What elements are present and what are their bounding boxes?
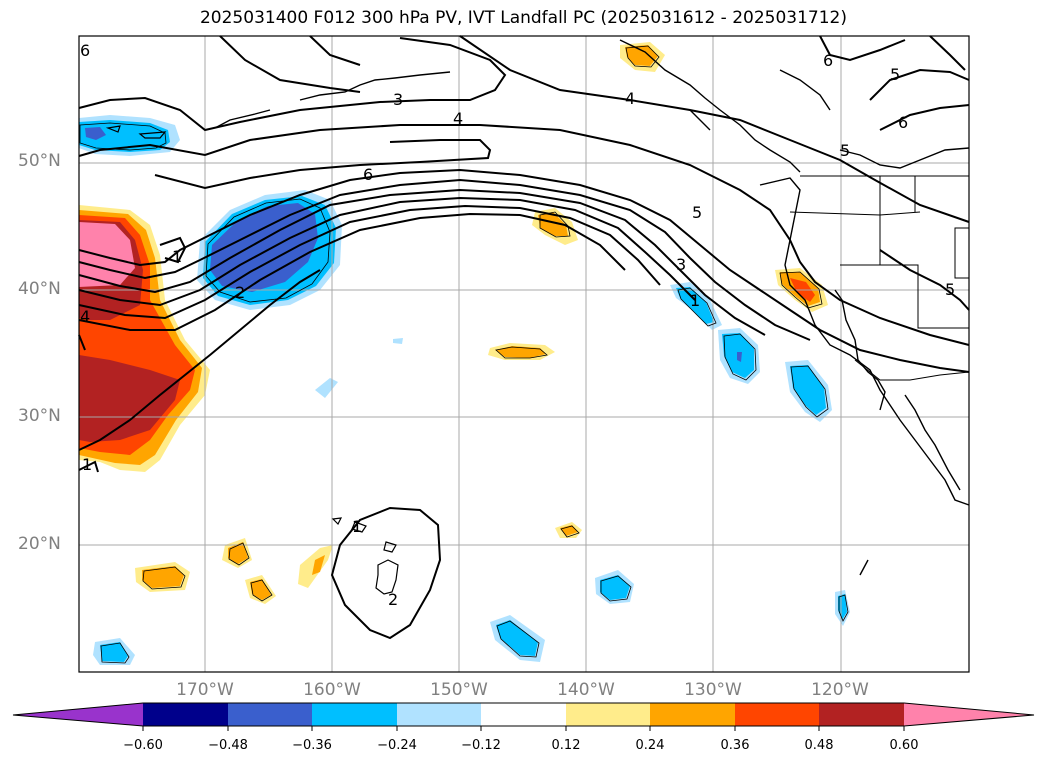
contour-label: 1	[82, 455, 92, 474]
colorbar-bin	[143, 703, 228, 726]
lat-label-20n: 20°N	[18, 534, 61, 554]
contour-label: 6	[80, 41, 90, 60]
lon-label-140w: 140°W	[557, 680, 615, 700]
coastlines	[214, 39, 970, 576]
contour-label: 5	[840, 141, 850, 160]
contour-label: 2	[388, 590, 398, 609]
contour-label: 1	[352, 517, 362, 536]
colorbar-bin	[566, 703, 650, 726]
islands	[105, 125, 399, 595]
colorbar-tick-label: 0.24	[635, 738, 665, 753]
lat-label-40n: 40°N	[18, 279, 61, 299]
contour-label: 5	[890, 65, 900, 84]
contour-label: 3	[676, 255, 686, 274]
lon-label-120w: 120°W	[811, 680, 869, 700]
lat-label-30n: 30°N	[18, 406, 61, 426]
lon-label-130w: 130°W	[684, 680, 742, 700]
colorbar-bin	[650, 703, 735, 726]
map-frame	[78, 35, 970, 673]
ivt-contours	[78, 35, 970, 640]
lon-label-150w: 150°W	[430, 680, 488, 700]
colorbar-bin	[312, 703, 397, 726]
map-gridlines	[79, 36, 969, 672]
colorbar-bin	[397, 703, 481, 726]
contour-label: 2	[235, 283, 245, 302]
colorbar	[12, 702, 1035, 731]
contour-label: 6	[823, 51, 833, 70]
colorbar-extend-high	[904, 703, 1034, 726]
contour-label: 4	[453, 109, 463, 128]
lat-label-50n: 50°N	[18, 151, 61, 171]
colorbar-bin	[735, 703, 819, 726]
contour-label: 6	[898, 113, 908, 132]
lon-label-170w: 170°W	[176, 680, 234, 700]
colorbar-tick-label: −0.60	[123, 738, 163, 753]
colorbar-tick-label: 0.12	[551, 738, 581, 753]
lon-label-160w: 160°W	[303, 680, 361, 700]
colorbar-tick-label: −0.12	[461, 738, 501, 753]
contour-label: 5	[692, 203, 702, 222]
colorbar-bin	[481, 703, 566, 726]
colorbar-tick-label: 0.60	[889, 738, 919, 753]
map-title: 2025031400 F012 300 hPa PV, IVT Landfall…	[199, 8, 847, 28]
colorbar-tick-label: 0.48	[804, 738, 834, 753]
colorbar-tick-label: −0.24	[377, 738, 417, 753]
colorbar-bin	[228, 703, 312, 726]
contour-label: 1	[690, 291, 700, 310]
contour-label: 4	[625, 89, 635, 108]
contour-label: 6	[363, 165, 373, 184]
contour-labels: 3 4 6 6 5 5 6 4 6 5 3 1 2 1 5 1 2 1 4	[80, 41, 955, 609]
colorbar-tick-label: −0.36	[292, 738, 332, 753]
colorbar-bin	[819, 703, 904, 726]
colorbar-extend-low	[13, 703, 143, 726]
contour-label: 3	[393, 90, 403, 109]
anomaly-outlines	[79, 45, 849, 664]
colorbar-tick-label: 0.36	[720, 738, 750, 753]
pv-anomaly-fill	[79, 42, 850, 665]
contour-label: 1	[172, 247, 182, 266]
colorbar-tick-label: −0.48	[208, 738, 248, 753]
contour-label: 5	[945, 280, 955, 299]
contour-label: 4	[80, 307, 90, 326]
